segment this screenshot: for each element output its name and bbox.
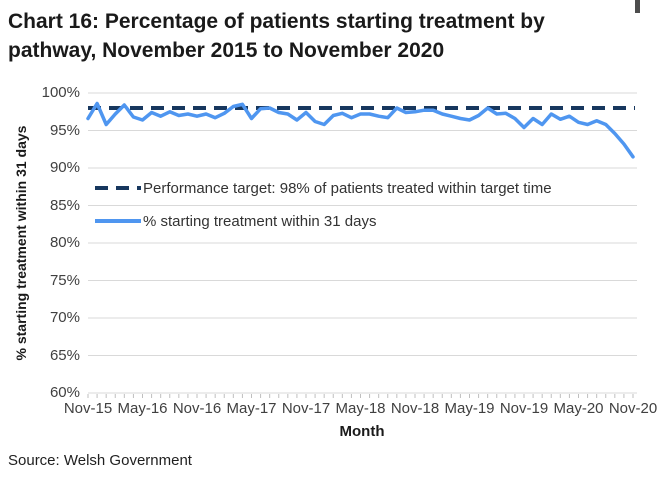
x-tick-label: May-18 — [335, 400, 386, 417]
series-line-31-days — [86, 101, 635, 159]
y-tick-label: 70% — [49, 309, 80, 326]
x-tick-label: Nov-19 — [499, 400, 549, 417]
y-tick-label: 60% — [49, 384, 80, 401]
x-tick-label: Nov-17 — [281, 400, 331, 417]
legend-entry-series: % starting treatment within 31 days — [95, 212, 377, 230]
x-axis-title: Month — [339, 423, 385, 440]
y-tick-label: 65% — [49, 346, 80, 364]
y-tick-label: 95% — [49, 121, 80, 139]
x-tick-label: May-20 — [553, 400, 604, 417]
y-tick-label: 80% — [49, 234, 80, 251]
y-tick-label: 100% — [41, 84, 80, 101]
legend-label-series: % starting treatment within 31 days — [143, 212, 377, 230]
legend-label-performance-target: Performance target: 98% of patients trea… — [143, 179, 552, 197]
legend-entry-performance-target: Performance target: 98% of patients trea… — [95, 179, 552, 197]
chart-title: Chart 16: Percentage of patients startin… — [8, 10, 545, 62]
x-tick-label: Nov-15 — [63, 400, 113, 417]
x-tick-label: May-19 — [444, 400, 495, 417]
x-tick-label: Nov-16 — [172, 400, 222, 417]
x-tick-label: May-16 — [117, 400, 168, 417]
x-tick-label: Nov-20 — [608, 400, 658, 417]
x-tick-label: Nov-18 — [390, 400, 440, 417]
x-tick-label: May-17 — [226, 400, 277, 417]
dashed-line-legend-sample — [95, 186, 141, 190]
y-tick-label: 75% — [49, 271, 80, 289]
source-note: Source: Welsh Government — [8, 452, 192, 469]
solid-line-legend-sample — [95, 219, 141, 223]
y-tick-label: 85% — [49, 196, 80, 214]
y-tick-label: 90% — [49, 159, 80, 176]
scrollbar-thumb-fragment[interactable] — [635, 0, 640, 13]
